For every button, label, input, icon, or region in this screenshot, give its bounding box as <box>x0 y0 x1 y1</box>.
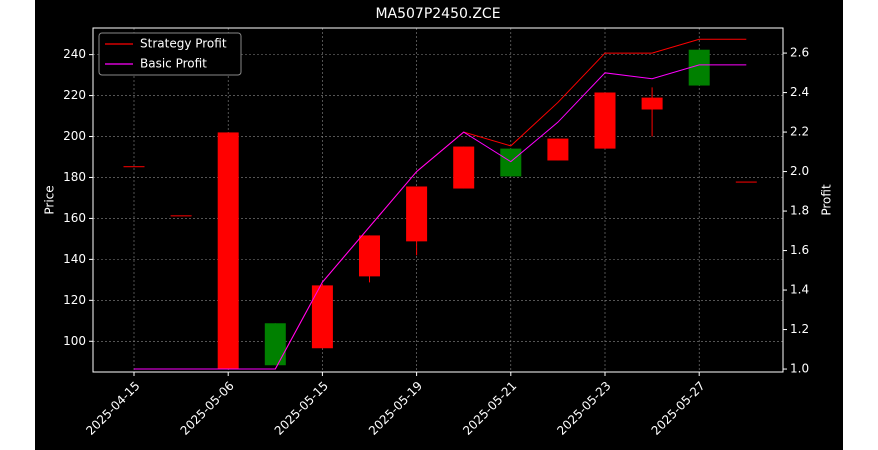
candle-body <box>123 166 145 168</box>
y-tick-label: 140 <box>63 252 86 266</box>
y2-tick-label: 1.6 <box>790 243 809 257</box>
y2-tick-label: 1.2 <box>790 322 809 336</box>
candle-body <box>264 323 286 366</box>
y-axis-label: Price <box>43 185 57 214</box>
y-tick-label: 200 <box>63 129 86 143</box>
y-tick-label: 160 <box>63 211 86 225</box>
profit-line <box>134 64 747 370</box>
y-tick-label: 120 <box>63 293 86 307</box>
plot-frame <box>92 27 784 373</box>
chart-title: MA507P2450.ZCE <box>375 6 500 22</box>
legend-label: Basic Profit <box>140 57 207 71</box>
y2-tick-label: 1.8 <box>790 204 809 218</box>
y-tick-label: 240 <box>63 47 86 61</box>
y-tick-label: 100 <box>63 334 86 348</box>
candle-body <box>735 181 757 183</box>
legend-box <box>98 32 242 76</box>
candle-body <box>453 146 475 189</box>
candle-body <box>217 132 239 370</box>
y2-tick-label: 2.2 <box>790 125 809 139</box>
legend: Strategy Profit Basic Profit <box>98 32 242 76</box>
y2-tick-label: 2.4 <box>790 85 809 99</box>
y2-axis-label: Profit <box>820 184 834 216</box>
candle-body <box>311 285 333 349</box>
y2-tick-label: 1.4 <box>790 283 809 297</box>
candle-body <box>500 148 522 177</box>
candle-body <box>547 138 569 161</box>
y2-tick-label: 2.6 <box>790 46 809 60</box>
y2-tick-label: 1.0 <box>790 362 809 376</box>
candle-body <box>594 92 616 149</box>
candle-body <box>406 186 428 242</box>
candle-body <box>688 49 710 86</box>
candle-body <box>170 215 192 217</box>
y-tick-label: 220 <box>63 88 86 102</box>
y-tick-label: 180 <box>63 170 86 184</box>
candle-body <box>359 235 380 277</box>
candle-body <box>641 97 663 110</box>
legend-label: Strategy Profit <box>140 37 227 51</box>
y2-tick-label: 2.0 <box>790 164 809 178</box>
